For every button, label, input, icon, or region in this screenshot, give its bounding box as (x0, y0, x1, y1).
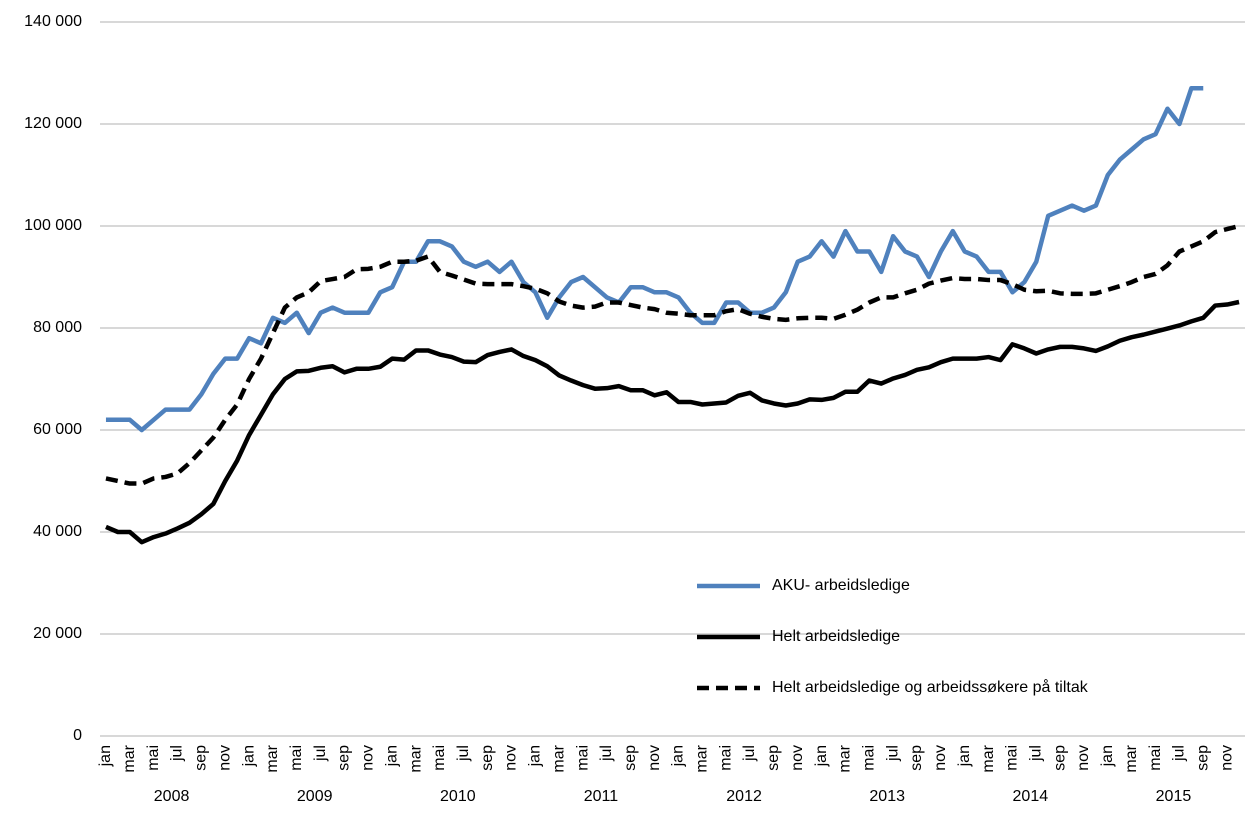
x-tick-label: nov (932, 745, 949, 771)
x-tick-label: mar (264, 744, 281, 772)
x-tick-label: jul (312, 745, 329, 762)
x-tick-label: jan (956, 745, 973, 767)
y-tick-label: 40 000 (33, 523, 82, 540)
x-tick-label: sep (193, 745, 210, 771)
x-tick-label: mai (1004, 745, 1021, 771)
x-tick-label: sep (1051, 745, 1068, 771)
x-tick-label: jul (741, 745, 758, 762)
x-tick-label: nov (789, 745, 806, 771)
x-tick-label: mai (717, 745, 734, 771)
year-label: 2009 (297, 788, 333, 805)
x-tick-label: jan (1099, 745, 1116, 767)
x-tick-label: sep (479, 745, 496, 771)
y-tick-label: 140 000 (24, 13, 82, 30)
legend-label: Helt arbeidsledige (772, 628, 900, 645)
x-tick-label: mar (407, 744, 424, 772)
year-label: 2011 (584, 788, 619, 805)
x-tick-label: mar (121, 744, 138, 772)
x-tick-label: mai (861, 745, 878, 771)
x-tick-label: jul (1171, 745, 1188, 762)
x-tick-label: nov (646, 745, 663, 771)
legend-label: Helt arbeidsledige og arbeidssøkere på t… (772, 678, 1089, 696)
series-line (105, 223, 1240, 486)
x-tick-label: mai (431, 745, 448, 771)
year-label: 2010 (440, 788, 476, 805)
x-tick-label: sep (336, 745, 353, 771)
x-tick-label: jan (97, 745, 114, 767)
x-tick-label: sep (622, 745, 639, 771)
x-tick-label: mar (1123, 744, 1140, 772)
year-label: 2013 (869, 788, 905, 805)
x-tick-label: jan (240, 745, 257, 767)
x-tick-label: jul (598, 745, 615, 762)
x-tick-label: nov (1218, 745, 1235, 771)
y-tick-label: 100 000 (24, 217, 82, 234)
x-tick-label: sep (765, 745, 782, 771)
year-label: 2008 (154, 788, 190, 805)
series-line (105, 86, 1204, 433)
x-tick-label: jul (884, 745, 901, 762)
x-tick-label: nov (503, 745, 520, 771)
year-label: 2014 (1013, 788, 1049, 805)
x-tick-label: sep (908, 745, 925, 771)
year-label: 2012 (726, 788, 762, 805)
x-tick-label: sep (1194, 745, 1211, 771)
x-tick-label: mar (980, 744, 997, 772)
x-tick-label: nov (360, 745, 377, 771)
x-tick-label: mar (694, 744, 711, 772)
x-tick-label: mai (574, 745, 591, 771)
x-tick-label: jul (1027, 745, 1044, 762)
x-tick-label: jul (455, 745, 472, 762)
y-tick-label: 80 000 (33, 319, 82, 336)
series-line (105, 299, 1240, 545)
x-tick-label: mai (1147, 745, 1164, 771)
y-tick-label: 0 (73, 727, 82, 744)
x-tick-label: nov (216, 745, 233, 771)
x-tick-label: jan (383, 745, 400, 767)
x-tick-label: jul (169, 745, 186, 762)
x-tick-label: jan (670, 745, 687, 767)
y-tick-label: 60 000 (33, 421, 82, 438)
x-tick-label: mai (288, 745, 305, 771)
legend-label: AKU- arbeidsledige (772, 577, 910, 594)
x-tick-label: mar (837, 744, 854, 772)
y-tick-label: 120 000 (24, 115, 82, 132)
x-tick-label: mai (145, 745, 162, 771)
year-label: 2015 (1156, 788, 1192, 805)
x-tick-label: nov (1075, 745, 1092, 771)
y-tick-label: 20 000 (33, 625, 82, 642)
x-tick-label: jan (527, 745, 544, 767)
x-tick-label: jan (813, 745, 830, 767)
x-tick-label: mar (550, 744, 567, 772)
